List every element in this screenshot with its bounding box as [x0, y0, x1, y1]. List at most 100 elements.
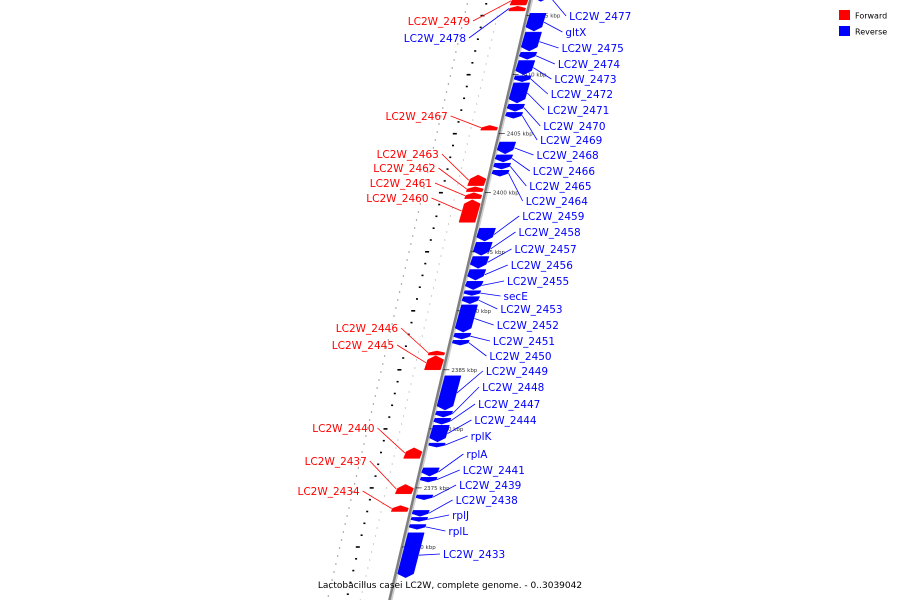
- gene-label[interactable]: secE: [504, 291, 528, 303]
- gene-label[interactable]: rplK: [471, 431, 493, 443]
- guide-dot: [395, 307, 397, 309]
- gene-lc2w-2453[interactable]: [461, 296, 480, 304]
- gene-rpll[interactable]: [408, 524, 427, 530]
- gene-label[interactable]: LC2W_2446: [336, 323, 399, 335]
- gene-label[interactable]: LC2W_2466: [533, 166, 596, 178]
- gene-lc2w-2449[interactable]: [436, 375, 462, 411]
- gene-label[interactable]: LC2W_2434: [297, 486, 360, 498]
- gene-lc2w-2458[interactable]: [472, 242, 493, 256]
- gene-lc2w-2465[interactable]: [493, 162, 512, 170]
- gene-label[interactable]: LC2W_2478: [404, 33, 466, 45]
- gene-lc2w-2438[interactable]: [411, 510, 430, 517]
- gene-label[interactable]: LC2W_2450: [489, 351, 551, 363]
- gene-label[interactable]: LC2W_2459: [522, 211, 584, 223]
- gene-label[interactable]: gltX: [565, 27, 586, 39]
- guide-dot: [462, 159, 465, 161]
- gene-lc2w-2437[interactable]: [394, 484, 414, 495]
- gene-label[interactable]: LC2W_2461: [370, 178, 432, 190]
- gene-label[interactable]: rplJ: [452, 510, 469, 522]
- gene-label[interactable]: LC2W_2477: [569, 11, 631, 23]
- label-connector: [509, 165, 527, 187]
- gene-label[interactable]: LC2W_2467: [385, 111, 447, 123]
- gene-label[interactable]: LC2W_2468: [537, 150, 599, 162]
- gene-gltx[interactable]: [525, 13, 547, 32]
- guide-dot: [434, 139, 436, 141]
- gene-lc2w-2461[interactable]: [464, 192, 483, 199]
- gene-lc2w-2441[interactable]: [419, 477, 438, 483]
- gene-lc2w-2434[interactable]: [390, 505, 409, 512]
- gene-rplj[interactable]: [410, 517, 429, 522]
- gene-label[interactable]: LC2W_2470: [543, 121, 605, 133]
- gene-lc2w-2462[interactable]: [465, 186, 484, 192]
- gene-rplk[interactable]: [428, 442, 446, 448]
- gene-lc2w-2444[interactable]: [429, 425, 450, 443]
- gene-lc2w-2479[interactable]: [509, 0, 529, 6]
- gene-lc2w-2452[interactable]: [454, 304, 478, 333]
- gene-label[interactable]: LC2W_2472: [551, 89, 613, 101]
- gene-lc2w-2447[interactable]: [433, 418, 452, 425]
- gene-lc2w-2474[interactable]: [518, 51, 538, 60]
- gene-label[interactable]: LC2W_2473: [554, 74, 616, 86]
- gene-lc2w-2433[interactable]: [397, 532, 425, 578]
- gene-label[interactable]: LC2W_2444: [474, 415, 537, 427]
- gene-label[interactable]: LC2W_2449: [486, 366, 548, 378]
- gene-label[interactable]: LC2W_2471: [547, 105, 609, 117]
- gene-label[interactable]: LC2W_2451: [493, 336, 555, 348]
- gene-label[interactable]: LC2W_2455: [507, 276, 569, 288]
- gene-lc2w-2450[interactable]: [451, 340, 470, 346]
- gene-label[interactable]: LC2W_2474: [558, 59, 621, 71]
- gene-label[interactable]: LC2W_2448: [482, 382, 544, 394]
- gene-lc2w-2445[interactable]: [424, 355, 445, 371]
- gene-label[interactable]: LC2W_2433: [443, 549, 505, 561]
- gene-label[interactable]: LC2W_2447: [478, 399, 540, 411]
- gene-lc2w-2446[interactable]: [427, 350, 446, 356]
- gene-lc2w-2466[interactable]: [494, 154, 514, 163]
- gene-label[interactable]: LC2W_2452: [497, 320, 559, 332]
- gene-label[interactable]: rplL: [448, 526, 468, 538]
- gene-lc2w-2440[interactable]: [403, 447, 423, 459]
- gene-label[interactable]: LC2W_2458: [519, 227, 581, 239]
- gene-lc2w-2470[interactable]: [506, 103, 526, 112]
- gene-lc2w-2472[interactable]: [513, 75, 532, 82]
- gene-label[interactable]: LC2W_2438: [456, 495, 518, 507]
- gene-label[interactable]: LC2W_2479: [408, 16, 470, 28]
- gene-sece[interactable]: [463, 290, 482, 296]
- gene-label[interactable]: rplA: [466, 449, 488, 461]
- gene-label[interactable]: LC2W_2445: [332, 340, 394, 352]
- gene-lc2w-2460[interactable]: [458, 199, 481, 223]
- gene-label[interactable]: LC2W_2463: [377, 149, 439, 161]
- gene-label[interactable]: LC2W_2465: [529, 181, 591, 193]
- gene-lc2w-2463[interactable]: [467, 174, 487, 186]
- gene-lc2w-2459[interactable]: [476, 227, 496, 242]
- gene-lc2w-2455[interactable]: [464, 281, 484, 290]
- gene-lc2w-2439[interactable]: [415, 494, 434, 500]
- guide-dot: [493, 31, 495, 33]
- gene-lc2w-2469[interactable]: [505, 112, 524, 119]
- gene-label[interactable]: LC2W_2464: [526, 196, 589, 208]
- gene-label[interactable]: LC2W_2440: [312, 423, 374, 435]
- gene-label[interactable]: LC2W_2453: [500, 304, 562, 316]
- gene-rpla[interactable]: [421, 467, 440, 477]
- gene-label[interactable]: LC2W_2456: [511, 260, 574, 272]
- gene-lc2w-2467[interactable]: [480, 125, 499, 131]
- gene-label[interactable]: LC2W_2475: [562, 43, 624, 55]
- gene-lc2w-2468[interactable]: [496, 141, 517, 155]
- gene-lc2w-2475[interactable]: [520, 31, 542, 52]
- gene-lc2w-2471[interactable]: [508, 82, 531, 104]
- gene-label[interactable]: LC2W_2441: [463, 465, 525, 477]
- gene-label[interactable]: LC2W_2437: [305, 456, 367, 468]
- gene-lc2w-2457[interactable]: [469, 256, 490, 269]
- gene-lc2w-2477[interactable]: [533, 0, 551, 2]
- gene-lc2w-2464[interactable]: [491, 170, 510, 177]
- gene-lc2w-2473[interactable]: [515, 60, 536, 75]
- gene-lc2w-2451[interactable]: [453, 332, 472, 340]
- gene-lc2w-2448[interactable]: [434, 410, 454, 418]
- gene-label[interactable]: LC2W_2462: [373, 163, 435, 175]
- label-connector: [552, 0, 567, 17]
- gene-label[interactable]: LC2W_2460: [366, 193, 428, 205]
- gene-lc2w-2456[interactable]: [467, 269, 487, 281]
- gene-label[interactable]: LC2W_2469: [540, 135, 602, 147]
- gene-lc2w-2478[interactable]: [508, 5, 527, 12]
- gene-label[interactable]: LC2W_2439: [459, 480, 521, 492]
- gene-label[interactable]: LC2W_2457: [515, 244, 577, 256]
